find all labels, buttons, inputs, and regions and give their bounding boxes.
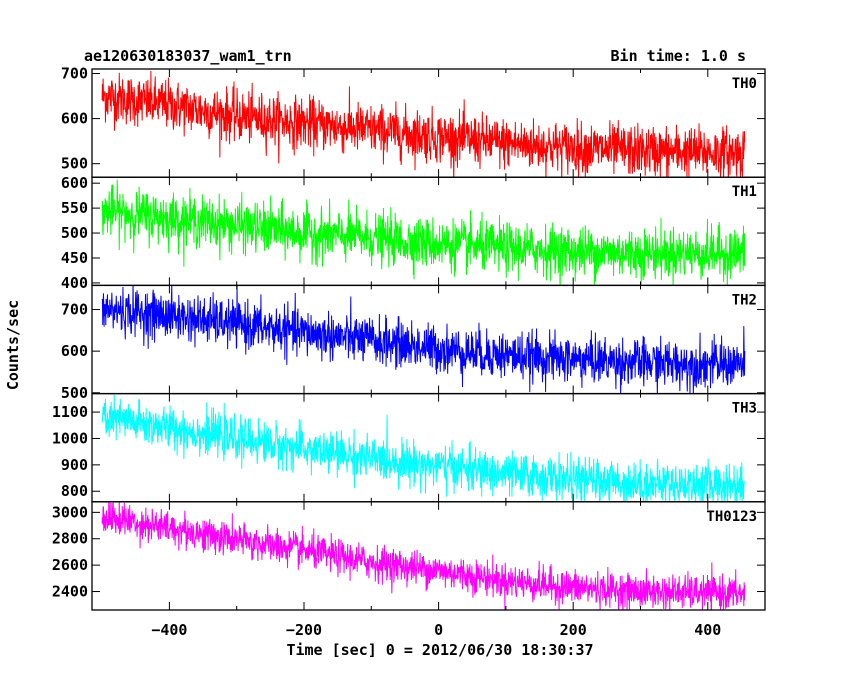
panel-th0123: 2400 2600 2800 3000 TH0123 — [52, 501, 766, 611]
panel-th3: 800 900 1000 1100 TH3 — [52, 392, 766, 503]
panel-label-th3: TH3 — [732, 401, 757, 417]
y-tick-label: 500 — [61, 155, 88, 173]
x-tick-label: −200 — [286, 621, 322, 639]
y-tick-label: 900 — [61, 456, 88, 474]
panels: 500600700TH0400450500550600TH1500600700T… — [52, 65, 766, 611]
x-tick-labels: −400 −200 0 200 400 — [151, 621, 721, 639]
panel-label-th2: TH2 — [732, 292, 757, 308]
y-tick-label: 450 — [61, 249, 88, 267]
y-tick-label: 700 — [61, 301, 88, 319]
y-tick-label: 550 — [61, 199, 88, 217]
x-tick-label: 0 — [434, 621, 443, 639]
y-tick-label: 2600 — [52, 556, 88, 574]
bin-time-label: Bin time: 1.0 s — [611, 47, 746, 65]
panel-label-th1: TH1 — [732, 184, 757, 200]
x-tick-label: 400 — [694, 621, 721, 639]
y-tick-label: 700 — [61, 65, 88, 83]
series-line-th1 — [101, 179, 746, 286]
panel-th1: 400 450 500 550 600 TH1 — [61, 174, 766, 292]
y-tick-label: 600 — [61, 174, 88, 192]
y-tick-label: 2400 — [52, 583, 88, 601]
panel-frame — [91, 501, 766, 611]
chart-title: ae120630183037_wam1_trn — [84, 47, 292, 65]
series-line-th0123 — [101, 501, 746, 610]
y-tick-label: 2800 — [52, 530, 88, 548]
x-axis-label: Time [sec] 0 = 2012/06/30 18:30:37 — [286, 641, 593, 659]
panel-label-th0123: TH0123 — [706, 509, 757, 525]
y-tick-label: 400 — [61, 274, 88, 292]
series-line-th0 — [101, 71, 746, 178]
y-tick-label: 1100 — [52, 403, 88, 421]
y-tick-label: 500 — [61, 384, 88, 402]
y-tick-label: 1000 — [52, 429, 88, 447]
y-tick-label: 500 — [61, 224, 88, 242]
x-tick-label: 200 — [560, 621, 587, 639]
y-tick-label: 600 — [61, 110, 88, 128]
y-tick-label: 600 — [61, 342, 88, 360]
series-line-th3 — [101, 393, 746, 502]
panel-th2: 500 600 700 TH2 — [61, 284, 766, 402]
y-tick-label: 800 — [61, 482, 88, 500]
y-tick-label: 3000 — [52, 503, 88, 521]
panel-label-th0: TH0 — [732, 76, 757, 92]
y-axis-label: Counts/sec — [4, 300, 22, 390]
series-line-th2 — [101, 285, 746, 394]
x-tick-label: −400 — [151, 621, 187, 639]
panel-th0: 500 600 700 TH0 — [61, 65, 766, 178]
